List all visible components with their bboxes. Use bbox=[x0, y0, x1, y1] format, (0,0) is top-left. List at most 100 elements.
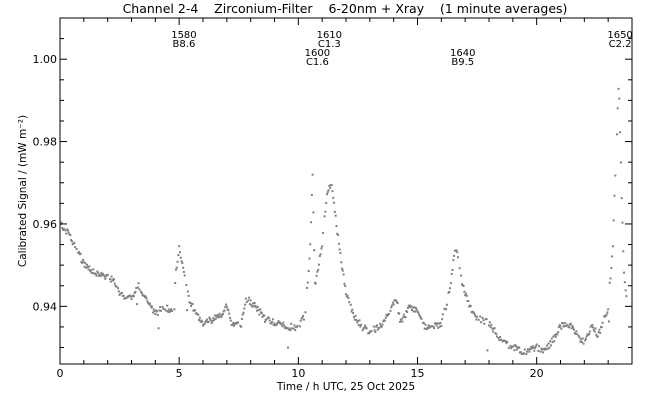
data-point bbox=[62, 228, 65, 231]
data-point bbox=[530, 346, 533, 349]
data-point bbox=[485, 318, 488, 321]
data-point bbox=[229, 316, 232, 319]
data-point bbox=[258, 313, 261, 316]
data-point bbox=[462, 284, 465, 287]
data-point bbox=[180, 260, 183, 263]
data-point bbox=[256, 309, 259, 312]
data-point bbox=[623, 271, 626, 274]
data-point bbox=[91, 272, 94, 275]
data-point bbox=[410, 305, 413, 308]
data-point bbox=[153, 310, 156, 313]
data-point bbox=[483, 322, 486, 325]
data-point bbox=[455, 249, 458, 252]
data-point bbox=[113, 282, 116, 285]
data-point bbox=[364, 324, 367, 327]
data-point bbox=[140, 290, 143, 293]
data-point bbox=[151, 311, 154, 314]
data-point bbox=[174, 282, 177, 285]
data-point bbox=[460, 274, 463, 277]
data-point bbox=[151, 305, 154, 308]
data-point bbox=[577, 334, 580, 337]
data-point bbox=[608, 281, 611, 284]
data-point bbox=[432, 325, 435, 328]
data-point bbox=[118, 293, 121, 296]
data-point bbox=[506, 340, 509, 343]
data-point bbox=[513, 349, 516, 352]
data-point bbox=[99, 275, 102, 278]
data-point bbox=[510, 347, 513, 350]
data-point bbox=[169, 309, 172, 312]
data-point bbox=[574, 332, 577, 335]
plot-area bbox=[59, 17, 633, 365]
data-point bbox=[553, 340, 556, 343]
data-point bbox=[406, 311, 409, 314]
data-point bbox=[499, 338, 502, 341]
data-point bbox=[545, 344, 548, 347]
data-point bbox=[534, 347, 537, 350]
data-point bbox=[576, 333, 579, 336]
data-point bbox=[549, 340, 552, 343]
data-point bbox=[364, 326, 367, 329]
data-point bbox=[585, 335, 588, 338]
data-point bbox=[236, 321, 239, 324]
data-point bbox=[331, 190, 334, 193]
flare-id-label: 1610 bbox=[317, 30, 342, 41]
data-point bbox=[209, 319, 212, 322]
data-point bbox=[490, 323, 493, 326]
data-point bbox=[526, 350, 529, 353]
data-point bbox=[124, 297, 127, 300]
data-point bbox=[354, 314, 357, 317]
data-point bbox=[205, 318, 208, 321]
data-point bbox=[479, 315, 482, 318]
data-point bbox=[256, 305, 259, 308]
data-point bbox=[550, 337, 553, 340]
data-point bbox=[170, 308, 173, 311]
data-point bbox=[307, 269, 310, 272]
data-point bbox=[304, 311, 307, 314]
data-point bbox=[221, 312, 224, 315]
data-point bbox=[140, 291, 143, 294]
data-point bbox=[330, 183, 333, 186]
data-point bbox=[98, 273, 101, 276]
data-point bbox=[551, 341, 554, 344]
data-point bbox=[341, 267, 344, 270]
data-point bbox=[548, 346, 551, 349]
data-point bbox=[245, 301, 248, 304]
data-point bbox=[345, 293, 347, 296]
data-point bbox=[173, 308, 176, 311]
data-point bbox=[240, 325, 243, 328]
data-point bbox=[509, 344, 512, 347]
data-point bbox=[570, 327, 573, 330]
data-point bbox=[89, 270, 92, 273]
data-point bbox=[341, 269, 344, 272]
data-point bbox=[360, 323, 363, 326]
data-point bbox=[511, 345, 514, 348]
data-point bbox=[615, 133, 618, 136]
data-point bbox=[383, 319, 386, 322]
data-point bbox=[488, 324, 490, 327]
data-point bbox=[223, 309, 226, 312]
data-point bbox=[561, 322, 564, 325]
data-point bbox=[244, 297, 247, 300]
data-point bbox=[528, 350, 531, 353]
data-point bbox=[606, 311, 609, 314]
flare-class-label: C2.2 bbox=[609, 39, 632, 50]
data-point bbox=[428, 326, 431, 329]
data-point bbox=[326, 191, 329, 194]
data-point bbox=[611, 245, 614, 248]
data-point bbox=[348, 301, 351, 304]
data-point bbox=[146, 300, 149, 303]
data-point bbox=[464, 292, 467, 295]
data-point bbox=[209, 318, 212, 321]
y-tick-label: 0.98 bbox=[33, 136, 58, 149]
data-point bbox=[329, 186, 332, 189]
data-point bbox=[308, 257, 311, 260]
data-point bbox=[61, 227, 64, 230]
data-point bbox=[214, 317, 217, 320]
data-point bbox=[84, 262, 87, 265]
data-point bbox=[282, 321, 285, 324]
data-point bbox=[215, 314, 218, 317]
data-point bbox=[116, 287, 119, 290]
data-point bbox=[493, 327, 496, 330]
data-point bbox=[552, 335, 555, 338]
